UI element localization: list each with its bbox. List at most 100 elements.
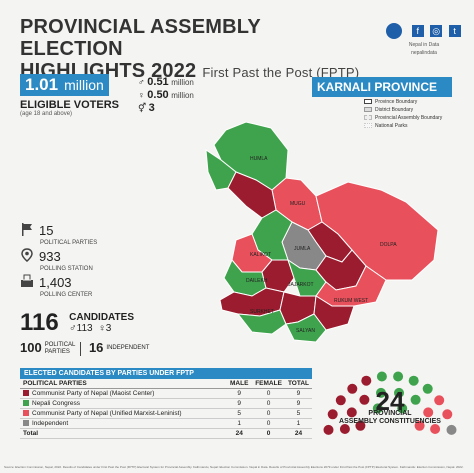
brand: f ◎ t Nepal in Data nepalindata bbox=[384, 22, 464, 56]
seat-dot bbox=[397, 403, 408, 414]
polling-center-count: 1,403 bbox=[39, 275, 72, 290]
legend-swatch bbox=[364, 99, 372, 105]
male-cell: 5 bbox=[226, 408, 253, 419]
party-cell: Communist Party of Nepal (Unified Marxis… bbox=[20, 408, 227, 419]
female-icon: ♀ bbox=[98, 323, 106, 334]
male-voters: ♂ 0.51 million bbox=[138, 76, 194, 89]
male-voters-unit: million bbox=[171, 78, 194, 87]
page-title: PROVINCIAL ASSEMBLY ELECTION bbox=[20, 16, 261, 60]
polling-center-caption: POLLING CENTER bbox=[40, 292, 93, 298]
candidates-breakdown: CANDIDATES ♂113 ♀3 bbox=[69, 312, 134, 334]
district-label: SALYAN bbox=[296, 328, 315, 334]
seat-dot bbox=[430, 424, 441, 434]
male-voters-value: 0.51 bbox=[147, 76, 169, 88]
female-voters-unit: million bbox=[171, 91, 194, 100]
legend-swatch bbox=[364, 115, 372, 121]
female-voters: ♀ 0.50 million bbox=[138, 89, 194, 102]
map-constituencies bbox=[205, 121, 439, 343]
map-legend: Province Boundary District Boundary Prov… bbox=[364, 98, 442, 130]
voters-note: (age 18 and above) bbox=[20, 111, 73, 117]
male-cell: 1 bbox=[226, 418, 253, 429]
legend-label: National Parks bbox=[375, 123, 408, 129]
parliament-chart: 24 PROVINCIAL ASSEMBLY CONSTITUENCIES bbox=[322, 350, 458, 446]
total-cell: 24 bbox=[284, 428, 312, 439]
district-label: HUMLA bbox=[250, 156, 268, 162]
candidates-male: 113 bbox=[76, 323, 93, 334]
table-row: Communist Party of Nepal (Maoist Center)… bbox=[20, 388, 312, 399]
seat-dot bbox=[442, 409, 453, 420]
party-cell: Total bbox=[20, 428, 227, 439]
party-name: Nepali Congress bbox=[32, 400, 81, 407]
seat-dot bbox=[327, 409, 338, 420]
other-voters-value: 3 bbox=[148, 102, 155, 114]
polling-station-count: 933 bbox=[39, 249, 61, 264]
seat-dot bbox=[361, 375, 372, 386]
voters-value-box: 1.01 million bbox=[20, 74, 109, 96]
seat-dot bbox=[359, 394, 370, 405]
seat-dot bbox=[355, 420, 366, 431]
col-header-female: FEMALE bbox=[252, 379, 285, 389]
flag-icon bbox=[20, 222, 34, 236]
party-cell: Nepali Congress bbox=[20, 398, 227, 409]
female-icon: ♀ bbox=[138, 90, 145, 100]
total-cell: 9 bbox=[284, 388, 312, 399]
divider bbox=[80, 341, 82, 356]
seat-dot bbox=[335, 395, 346, 406]
party-cell: Communist Party of Nepal (Maoist Center) bbox=[20, 388, 227, 399]
nepal-in-data-logo bbox=[386, 22, 403, 39]
eligible-voters: 1.01 million ELIGIBLE VOTERS (age 18 and … bbox=[20, 74, 119, 117]
table-row: Communist Party of Nepal (Unified Marxis… bbox=[20, 408, 312, 419]
instagram-icon[interactable]: ◎ bbox=[430, 24, 443, 37]
source-note: Source: Election Commission, Nepal, 2022… bbox=[4, 465, 464, 469]
results-table-title: ELECTED CANDIDATES BY PARTIES UNDER FPTP bbox=[20, 368, 312, 379]
facebook-icon[interactable]: f bbox=[411, 24, 424, 37]
district-label: JAJARKOT bbox=[288, 282, 314, 288]
stat-polling-station: 933 POLLING STATION bbox=[20, 248, 93, 272]
party-cell: Independent bbox=[20, 418, 227, 429]
legend-item: District Boundary bbox=[364, 106, 442, 114]
seat-dot bbox=[372, 403, 383, 414]
female-cell: 0 bbox=[252, 398, 285, 409]
legend-item: National Parks bbox=[364, 122, 442, 130]
parties-caption: POLITICAL PARTIES bbox=[40, 240, 98, 246]
district-label: JUMLA bbox=[294, 246, 311, 252]
twitter-icon[interactable]: t bbox=[448, 24, 461, 37]
other-gender-icon: ⚥ bbox=[138, 103, 147, 113]
legend-label: District Boundary bbox=[375, 107, 414, 113]
female-cell: 0 bbox=[252, 388, 285, 399]
district-label: MUGU bbox=[290, 201, 306, 207]
seat-dot bbox=[410, 394, 421, 405]
party-color-swatch bbox=[23, 390, 29, 397]
stat-parties: 15 POLITICAL PARTIES bbox=[20, 222, 97, 246]
candidates-block: 116 CANDIDATES ♂113 ♀3 bbox=[20, 309, 134, 337]
male-cell: 24 bbox=[226, 428, 253, 439]
seat-dot bbox=[393, 371, 404, 382]
other-voters: ⚥ 3 bbox=[138, 102, 194, 115]
seat-dot bbox=[394, 387, 404, 398]
female-cell: 0 bbox=[252, 408, 285, 419]
results-table: POLITICAL PARTIES MALE FEMALE TOTAL Comm… bbox=[20, 379, 312, 439]
parties-count: 15 bbox=[39, 223, 54, 238]
polling-station-caption: POLLING STATION bbox=[40, 266, 93, 272]
seats-label-line1: PROVINCIAL bbox=[368, 410, 412, 417]
seat-dot bbox=[414, 420, 425, 431]
table-header-row: POLITICAL PARTIES MALE FEMALE TOTAL bbox=[20, 379, 312, 389]
total-cell: 5 bbox=[284, 408, 312, 419]
seats-total: 24 bbox=[375, 386, 405, 416]
party-candidates-count: 100 bbox=[20, 340, 42, 355]
seat-dot bbox=[376, 371, 387, 382]
party-color-swatch bbox=[23, 420, 29, 427]
col-header-male: MALE bbox=[226, 379, 253, 389]
party-name: Communist Party of Nepal (Unified Marxis… bbox=[32, 410, 182, 417]
male-icon: ♂ bbox=[138, 77, 145, 87]
legend-swatch bbox=[364, 123, 372, 129]
district-labels: HUMLA MUGU JUMLA KALIKOT DOLPA DAILEKH J… bbox=[246, 156, 397, 334]
table-row: Nepali Congress 9 0 9 bbox=[20, 398, 312, 409]
total-cell: 1 bbox=[284, 418, 312, 429]
district-label: RUKUM WEST bbox=[334, 298, 368, 304]
candidates-female: 3 bbox=[105, 323, 112, 334]
party-color-swatch bbox=[23, 410, 29, 417]
seat-arc bbox=[323, 371, 457, 435]
seats-label: PROVINCIAL ASSEMBLY CONSTITUENCIES bbox=[322, 410, 458, 426]
col-header-total: TOTAL bbox=[284, 379, 312, 389]
